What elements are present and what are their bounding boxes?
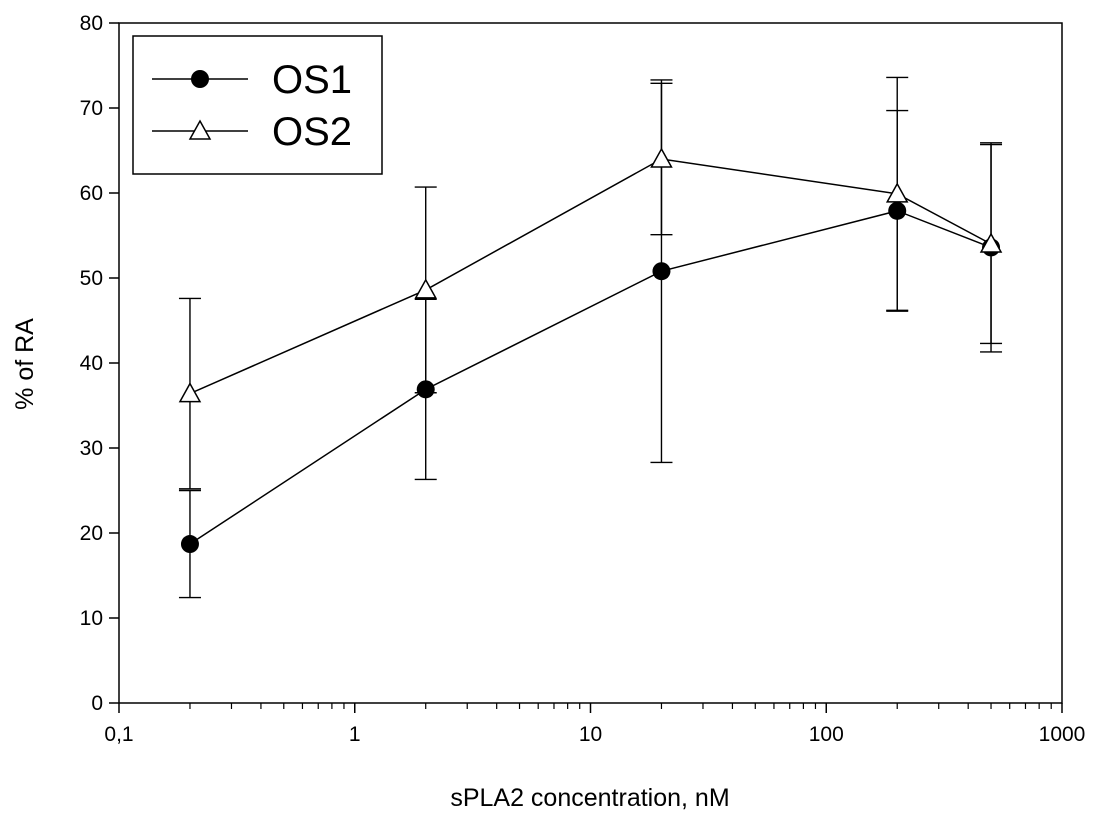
legend-entry-os1: OS1 — [152, 58, 352, 102]
series-layer — [178, 76, 1003, 599]
data-point-os1 — [652, 262, 671, 281]
data-point-os2 — [414, 278, 437, 299]
data-point-os2 — [178, 382, 202, 403]
y-tick-label: 50 — [80, 267, 103, 290]
data-point-os2 — [979, 232, 1003, 253]
x-axis-label: sPLA2 concentration, nM — [450, 784, 729, 812]
series-os2 — [178, 76, 1003, 490]
y-tick-label: 60 — [80, 182, 103, 205]
y-tick-label: 20 — [80, 522, 103, 545]
y-axis: 0 10 20 30 40 50 60 70 80 — [80, 12, 119, 715]
legend-marker-os2 — [188, 119, 212, 140]
legend-box — [132, 35, 383, 175]
series-line-os1 — [189, 210, 992, 545]
x-tick-label: 1000 — [1039, 723, 1086, 746]
legend: OS1 OS2 — [132, 35, 383, 175]
x-tick-label: 0,1 — [104, 723, 133, 746]
data-point-os2 — [885, 182, 909, 203]
y-tick-label: 70 — [80, 97, 103, 120]
data-point-os2 — [650, 147, 673, 168]
x-tick-label: 100 — [809, 723, 844, 746]
series-line-os2 — [189, 158, 992, 395]
y-tick-label: 0 — [91, 692, 103, 715]
legend-label-os2: OS2 — [272, 110, 352, 154]
x-tick-label: 10 — [579, 723, 602, 746]
x-axis: 0,1 1 10 100 1000 — [104, 703, 1085, 746]
y-axis-label: % of RA — [11, 318, 39, 410]
legend-marker-os1 — [191, 70, 209, 88]
y-tick-label: 40 — [80, 352, 103, 375]
y-tick-label: 30 — [80, 437, 103, 460]
y-tick-label: 10 — [80, 607, 103, 630]
x-tick-label: 1 — [349, 723, 361, 746]
y-tick-label: 80 — [80, 12, 103, 35]
legend-entry-os2: OS2 — [152, 110, 352, 154]
legend-label-os1: OS1 — [272, 58, 352, 102]
data-point-os1 — [180, 535, 199, 554]
plot-area: 0,1 1 10 100 1000 0 10 20 30 40 50 60 70 80 — [80, 12, 1086, 746]
